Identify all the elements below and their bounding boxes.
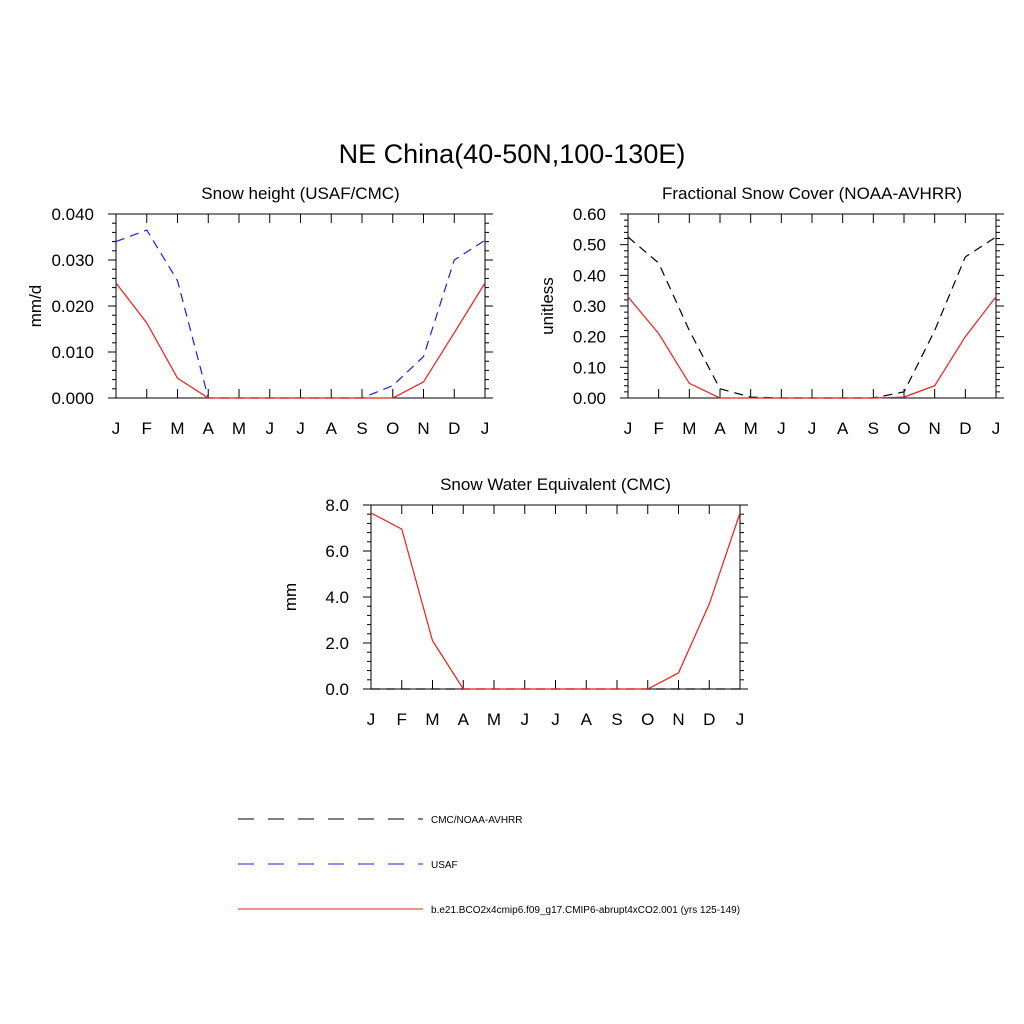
x-tick-label: M <box>170 419 184 438</box>
y-tick-label: 0.000 <box>51 389 94 408</box>
legend-label: b.e21.BCO2x4cmip6.f09_g17.CMIP6-abrupt4x… <box>431 905 740 916</box>
x-tick-label: A <box>458 710 470 729</box>
y-tick-label: 0.20 <box>573 328 606 347</box>
legend: CMC/NOAA-AVHRR USAF b.e21.BCO2x4cmip6.f09_… <box>238 815 740 916</box>
y-tick-label: 0.50 <box>573 236 606 255</box>
y-tick-label: 0.00 <box>573 389 606 408</box>
x-tick-label: D <box>959 419 971 438</box>
x-tick-label: O <box>386 419 399 438</box>
x-tick-label: S <box>868 419 879 438</box>
y-tick-label: 0.40 <box>573 266 606 285</box>
x-tick-label: J <box>624 419 633 438</box>
series-line <box>115 282 486 399</box>
y-tick-label: 0.030 <box>51 251 94 270</box>
y-tick-label: 0.30 <box>573 297 606 316</box>
x-tick-label: M <box>744 419 758 438</box>
x-tick-label: M <box>487 710 501 729</box>
x-tick-label: S <box>356 419 367 438</box>
x-tick-label: M <box>682 419 696 438</box>
x-tick-label: J <box>777 419 786 438</box>
legend-item: b.e21.BCO2x4cmip6.f09_g17.CMIP6-abrupt4x… <box>238 905 740 916</box>
x-tick-label: M <box>232 419 246 438</box>
x-tick-label: S <box>611 710 622 729</box>
x-tick-label: D <box>448 419 460 438</box>
plot-frame <box>627 213 997 399</box>
x-tick-label: A <box>581 710 593 729</box>
legend-label: USAF <box>431 860 458 871</box>
x-tick-label: O <box>897 419 910 438</box>
x-tick-label: F <box>653 419 663 438</box>
x-tick-label: N <box>417 419 429 438</box>
panels: Snow height (USAF/CMC)mm/dJ F M A M J J A S O N D J0… <box>26 184 1004 729</box>
x-tick-label: J <box>112 419 121 438</box>
legend-label: CMC/NOAA-AVHRR <box>431 815 522 826</box>
x-tick-label: F <box>142 419 152 438</box>
y-axis-label: unitless <box>538 277 557 335</box>
panel-1: Snow height (USAF/CMC)mm/dJ F M A M J J A S O N D J0… <box>26 184 493 438</box>
panel-2: Fractional Snow Cover (NOAA-AVHRR) unitle… <box>538 184 1004 438</box>
x-tick-label: J <box>992 419 1001 438</box>
panel-title: Fractional Snow Cover (NOAA-AVHRR) <box>662 184 962 203</box>
y-tick-label: 0.60 <box>573 205 606 224</box>
panel-3: Snow Water Equivalent (CMC)mmJ F M A M J J A S O N… <box>281 475 748 729</box>
y-tick-label: 0.0 <box>325 680 349 699</box>
x-tick-label: J <box>808 419 817 438</box>
x-tick-label: O <box>641 710 654 729</box>
x-tick-label: A <box>837 419 849 438</box>
x-tick-label: A <box>203 419 215 438</box>
x-tick-label: N <box>672 710 684 729</box>
y-axis-label: mm/d <box>26 285 45 328</box>
x-tick-label: J <box>266 419 275 438</box>
legend-item: USAF <box>238 860 458 871</box>
x-tick-label: J <box>296 419 305 438</box>
panel-title: Snow height (USAF/CMC) <box>201 184 399 203</box>
x-tick-label: A <box>326 419 338 438</box>
x-tick-label: J <box>367 710 376 729</box>
series-line <box>627 296 997 399</box>
plot-frame <box>370 504 741 690</box>
x-tick-label: J <box>481 419 490 438</box>
x-tick-label: J <box>551 710 560 729</box>
y-axis-label: mm <box>281 583 300 611</box>
x-tick-label: N <box>929 419 941 438</box>
y-tick-label: 4.0 <box>325 588 349 607</box>
series-line <box>370 512 741 690</box>
y-tick-label: 0.010 <box>51 343 94 362</box>
y-tick-label: 0.10 <box>573 358 606 377</box>
y-tick-label: 0.020 <box>51 297 94 316</box>
panel-title: Snow Water Equivalent (CMC) <box>440 475 671 494</box>
y-tick-label: 6.0 <box>325 542 349 561</box>
y-tick-label: 8.0 <box>325 496 349 515</box>
x-tick-label: A <box>714 419 726 438</box>
y-tick-label: 0.040 <box>51 205 94 224</box>
x-tick-label: J <box>736 710 745 729</box>
y-tick-label: 2.0 <box>325 634 349 653</box>
x-tick-label: F <box>397 710 407 729</box>
plot-frame <box>115 213 486 399</box>
x-tick-label: M <box>425 710 439 729</box>
x-tick-label: D <box>703 710 715 729</box>
x-tick-label: J <box>521 710 530 729</box>
figure-title: NE China(40-50N,100-130E) <box>339 139 686 169</box>
legend-item: CMC/NOAA-AVHRR <box>238 815 522 826</box>
